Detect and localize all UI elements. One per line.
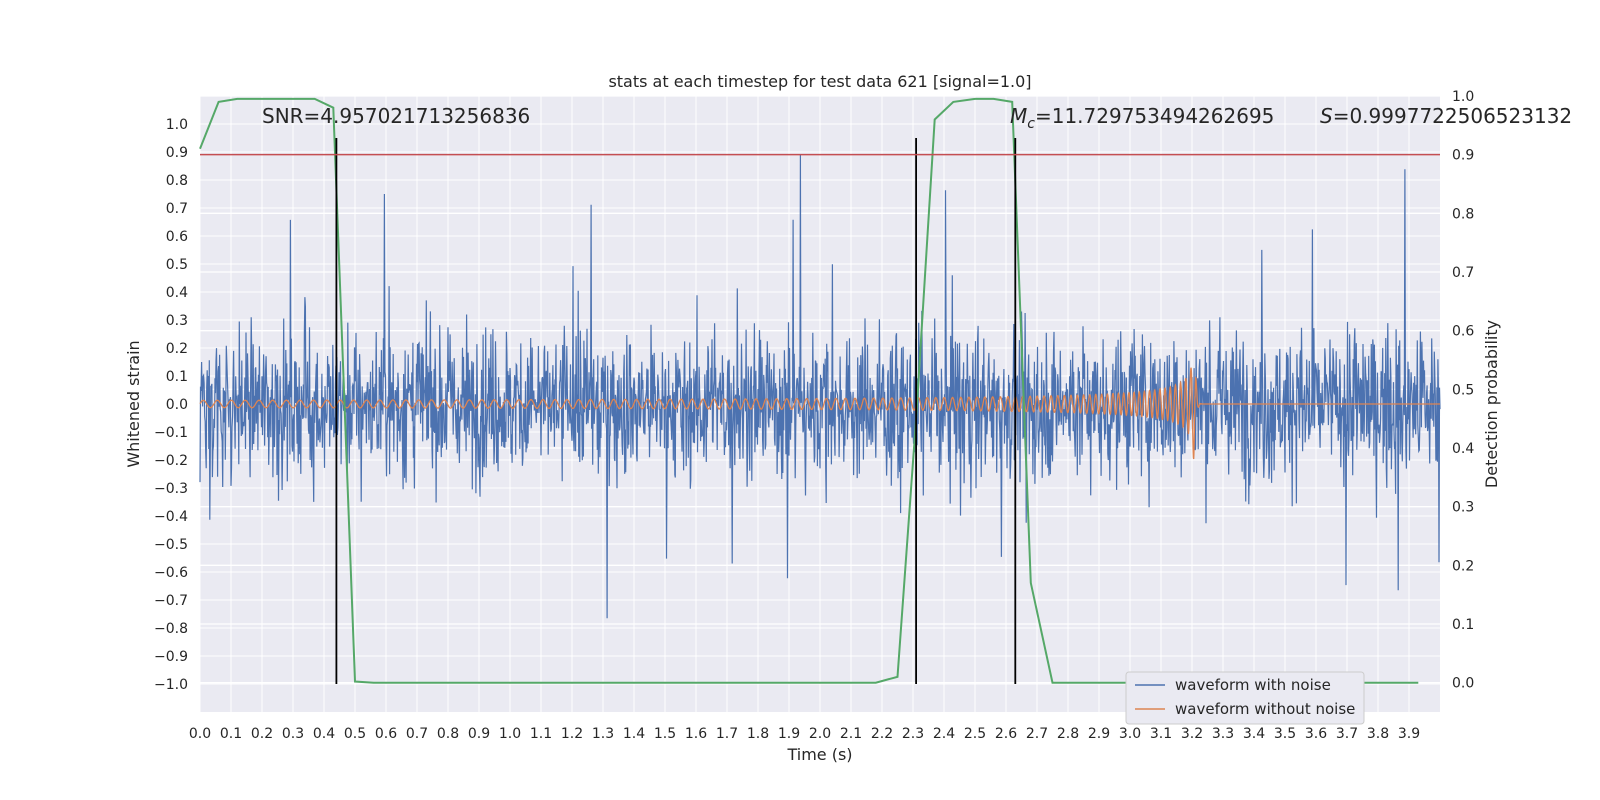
legend-box bbox=[1125, 671, 1365, 725]
y-tick-label: 1.0 bbox=[166, 117, 188, 133]
chirp-mass-value: =11.729753494262695 bbox=[1035, 104, 1274, 128]
x-tick-label: 1.9 bbox=[778, 726, 800, 742]
x-tick-label: 2.2 bbox=[871, 726, 893, 742]
s-value: =0.9997722506523132 bbox=[1333, 104, 1572, 128]
x-tick-label: 3.7 bbox=[1336, 726, 1358, 742]
y-tick-label-right: 0.3 bbox=[1452, 500, 1474, 516]
x-tick-label: 1.3 bbox=[592, 726, 614, 742]
x-tick-label: 3.2 bbox=[1181, 726, 1203, 742]
x-tick-label: 1.4 bbox=[623, 726, 645, 742]
s-annotation: S=0.9997722506523132 bbox=[1320, 104, 1572, 128]
y-tick-label: 0.4 bbox=[166, 285, 188, 301]
y-axis-label-right: Detection probability bbox=[1482, 320, 1501, 488]
legend-label-clean: waveform without noise bbox=[1175, 700, 1355, 718]
chirp-mass-symbol: M bbox=[1010, 104, 1027, 128]
y-tick-label: −0.8 bbox=[154, 621, 188, 637]
series-waveform-without-noise bbox=[199, 367, 1440, 460]
y-tick-label-right: 0.7 bbox=[1452, 265, 1474, 281]
x-tick-label: 2.6 bbox=[995, 726, 1017, 742]
y-tick-label-right: 0.0 bbox=[1452, 676, 1474, 692]
chirp-line bbox=[199, 367, 1440, 460]
x-tick-label: 2.3 bbox=[902, 726, 924, 742]
y-tick-label: −0.5 bbox=[154, 537, 188, 553]
x-tick-label: 1.7 bbox=[716, 726, 738, 742]
y-tick-label: 0.7 bbox=[166, 201, 188, 217]
chirp-mass-annotation: Mc=11.729753494262695 bbox=[1010, 104, 1274, 132]
x-tick-label: 3.1 bbox=[1150, 726, 1172, 742]
legend-label-noise: waveform with noise bbox=[1175, 676, 1331, 694]
y-tick-label-right: 1.0 bbox=[1452, 89, 1474, 105]
x-tick-label: 0.8 bbox=[437, 726, 459, 742]
x-tick-label: 0.2 bbox=[251, 726, 273, 742]
chart-title: stats at each timestep for test data 621… bbox=[608, 72, 1031, 91]
x-tick-label: 0.6 bbox=[375, 726, 397, 742]
y-tick-label: 0.6 bbox=[166, 229, 188, 245]
reference-lines bbox=[200, 138, 1440, 684]
y-tick-label: −0.3 bbox=[154, 481, 188, 497]
y-ticks-left: −1.0 −0.9 −0.8 −0.7 −0.6 −0.5 −0.4 −0.3 −0.2 −0.1… bbox=[154, 117, 188, 693]
x-tick-label: 3.5 bbox=[1274, 726, 1296, 742]
y-tick-label: −0.2 bbox=[154, 453, 188, 469]
y-tick-label: 0.8 bbox=[166, 173, 188, 189]
x-tick-label: 3.9 bbox=[1398, 726, 1420, 742]
legend: waveform with noise waveform without noi… bbox=[1125, 671, 1365, 725]
x-tick-label: 0.7 bbox=[406, 726, 428, 742]
x-tick-label: 0.3 bbox=[282, 726, 304, 742]
y-tick-label-right: 0.1 bbox=[1452, 617, 1474, 633]
y-tick-label: 0.9 bbox=[166, 145, 188, 161]
x-tick-label: 0.0 bbox=[189, 726, 211, 742]
y-tick-label: −0.4 bbox=[154, 509, 188, 525]
x-tick-label: 3.6 bbox=[1305, 726, 1327, 742]
x-tick-label: 0.5 bbox=[344, 726, 366, 742]
x-tick-label: 3.3 bbox=[1212, 726, 1234, 742]
x-tick-label: 2.8 bbox=[1057, 726, 1079, 742]
y-ticks-right: 0.0 0.1 0.2 0.3 0.4 0.5 0.6 0.7 0.8 0.9 1.0 bbox=[1452, 89, 1474, 692]
x-tick-label: 1.6 bbox=[685, 726, 707, 742]
x-tick-label: 0.9 bbox=[468, 726, 490, 742]
s-symbol: S bbox=[1320, 104, 1333, 128]
y-tick-label-right: 0.2 bbox=[1452, 558, 1474, 574]
y-tick-label-right: 0.8 bbox=[1452, 206, 1474, 222]
y-tick-label: 0.5 bbox=[166, 257, 188, 273]
x-tick-label: 0.4 bbox=[313, 726, 335, 742]
y-tick-label-right: 0.9 bbox=[1452, 148, 1474, 164]
y-axis-label-left: Whitened strain bbox=[124, 340, 143, 467]
chirp-mass-subscript: c bbox=[1027, 116, 1035, 132]
y-tick-label: 0.3 bbox=[166, 313, 188, 329]
x-tick-label: 3.4 bbox=[1243, 726, 1265, 742]
noise-line bbox=[199, 154, 1441, 619]
x-tick-label: 1.0 bbox=[499, 726, 521, 742]
x-ticks: 0.0 0.1 0.2 0.3 0.4 0.5 0.6 0.7 0.8 0.9 1.0 1.1 1.2 1… bbox=[189, 726, 1420, 742]
x-axis-label: Time (s) bbox=[786, 745, 852, 764]
x-tick-label: 3.0 bbox=[1119, 726, 1141, 742]
x-tick-label: 1.2 bbox=[561, 726, 583, 742]
x-tick-label: 2.1 bbox=[840, 726, 862, 742]
x-tick-label: 0.1 bbox=[220, 726, 242, 742]
y-tick-label-right: 0.4 bbox=[1452, 441, 1474, 457]
snr-annotation: SNR=4.957021713256836 bbox=[262, 104, 530, 128]
y-tick-label: 0.2 bbox=[166, 341, 188, 357]
x-tick-label: 2.0 bbox=[809, 726, 831, 742]
x-tick-label: 2.9 bbox=[1088, 726, 1110, 742]
x-tick-label: 1.5 bbox=[654, 726, 676, 742]
y-tick-label-right: 0.5 bbox=[1452, 382, 1474, 398]
y-tick-label: −0.1 bbox=[154, 425, 188, 441]
x-tick-label: 1.8 bbox=[747, 726, 769, 742]
y-tick-label: 0.1 bbox=[166, 369, 188, 385]
y-tick-label: −1.0 bbox=[154, 677, 188, 693]
y-tick-label: 0.0 bbox=[166, 397, 188, 413]
y-tick-label-right: 0.6 bbox=[1452, 324, 1474, 340]
series-waveform-with-noise bbox=[199, 154, 1441, 619]
x-tick-label: 2.4 bbox=[933, 726, 955, 742]
x-tick-label: 2.5 bbox=[964, 726, 986, 742]
y-tick-label: −0.7 bbox=[154, 593, 188, 609]
x-tick-label: 3.8 bbox=[1367, 726, 1389, 742]
x-tick-label: 2.7 bbox=[1026, 726, 1048, 742]
y-tick-label: −0.6 bbox=[154, 565, 188, 581]
y-tick-label: −0.9 bbox=[154, 649, 188, 665]
x-tick-label: 1.1 bbox=[530, 726, 552, 742]
